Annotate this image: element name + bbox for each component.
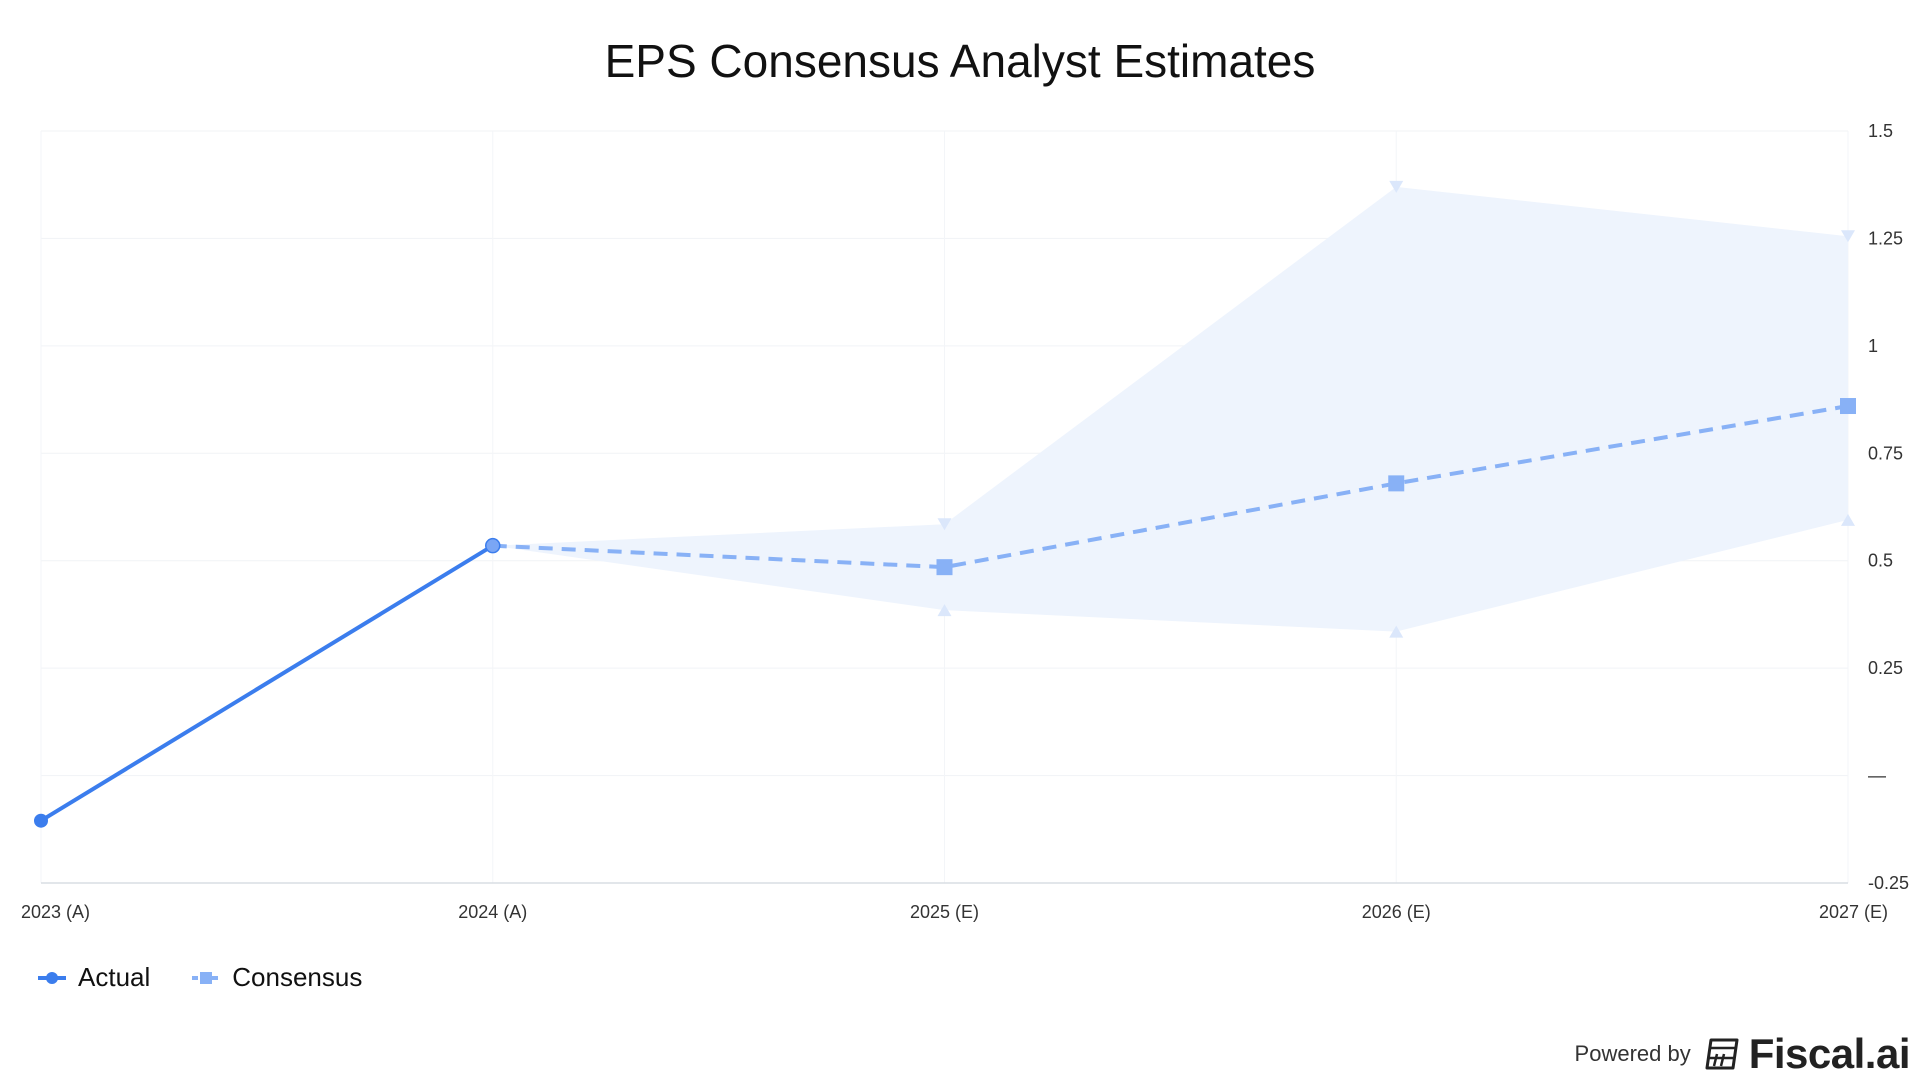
- fiscal-logo-icon: [1705, 1038, 1739, 1070]
- x-tick-label: 2024 (A): [458, 902, 527, 922]
- x-tick-label: 2025 (E): [910, 902, 979, 922]
- legend-consensus-swatch: [192, 971, 221, 984]
- range-high-marker: [1841, 230, 1855, 243]
- x-tick-label: 2023 (A): [21, 902, 90, 922]
- series-layer: [34, 398, 1856, 828]
- legend-label-actual: Actual: [78, 962, 151, 992]
- data-point-consensus: [936, 559, 953, 576]
- legend: Actual Consensus: [36, 962, 402, 993]
- range-high-marker: [937, 518, 952, 531]
- y-tick-label: 0.75: [1868, 443, 1903, 463]
- estimate-range-layer: [492, 180, 1855, 638]
- range-low-marker: [1389, 625, 1404, 638]
- legend-item-actual[interactable]: Actual: [36, 962, 150, 993]
- x-tick-label: 2026 (E): [1362, 902, 1431, 922]
- powered-by[interactable]: Powered by Fiscal.ai: [1574, 1030, 1911, 1078]
- y-tick-label: 0.25: [1868, 658, 1903, 678]
- y-tick-label: —: [1868, 766, 1886, 786]
- legend-actual-swatch: [38, 971, 66, 984]
- estimate-range-band: [492, 186, 1848, 632]
- data-point-consensus: [1840, 398, 1856, 415]
- powered-by-text: Powered by: [1574, 1041, 1691, 1066]
- brand-name: Fiscal.ai: [1748, 1030, 1911, 1077]
- legend-item-consensus[interactable]: Consensus: [190, 962, 362, 993]
- range-low-marker: [1841, 513, 1855, 526]
- y-tick-label: 1.25: [1868, 228, 1903, 248]
- y-tick-label: 0.5: [1868, 551, 1893, 571]
- series-line-consensus: [492, 404, 1849, 570]
- y-tick-label: 1.5: [1868, 121, 1893, 141]
- y-tick-label: -0.25: [1868, 873, 1909, 893]
- legend-label-consensus: Consensus: [232, 962, 363, 992]
- y-tick-label: 1: [1868, 336, 1878, 356]
- series-line-actual: [39, 543, 494, 823]
- data-point-consensus: [485, 537, 501, 554]
- x-tick-label: 2027 (E): [1819, 902, 1888, 922]
- chart-title: EPS Consensus Analyst Estimates: [604, 35, 1316, 87]
- range-high-marker: [1389, 180, 1404, 193]
- axis-layer: 1.5 1.25 1 0.75 0.5 0.25 — -0.25 2023 (A) 2024 (A…: [21, 121, 1909, 922]
- range-low-marker: [937, 604, 952, 617]
- data-point-actual: [34, 813, 48, 828]
- data-point-consensus: [1388, 475, 1405, 492]
